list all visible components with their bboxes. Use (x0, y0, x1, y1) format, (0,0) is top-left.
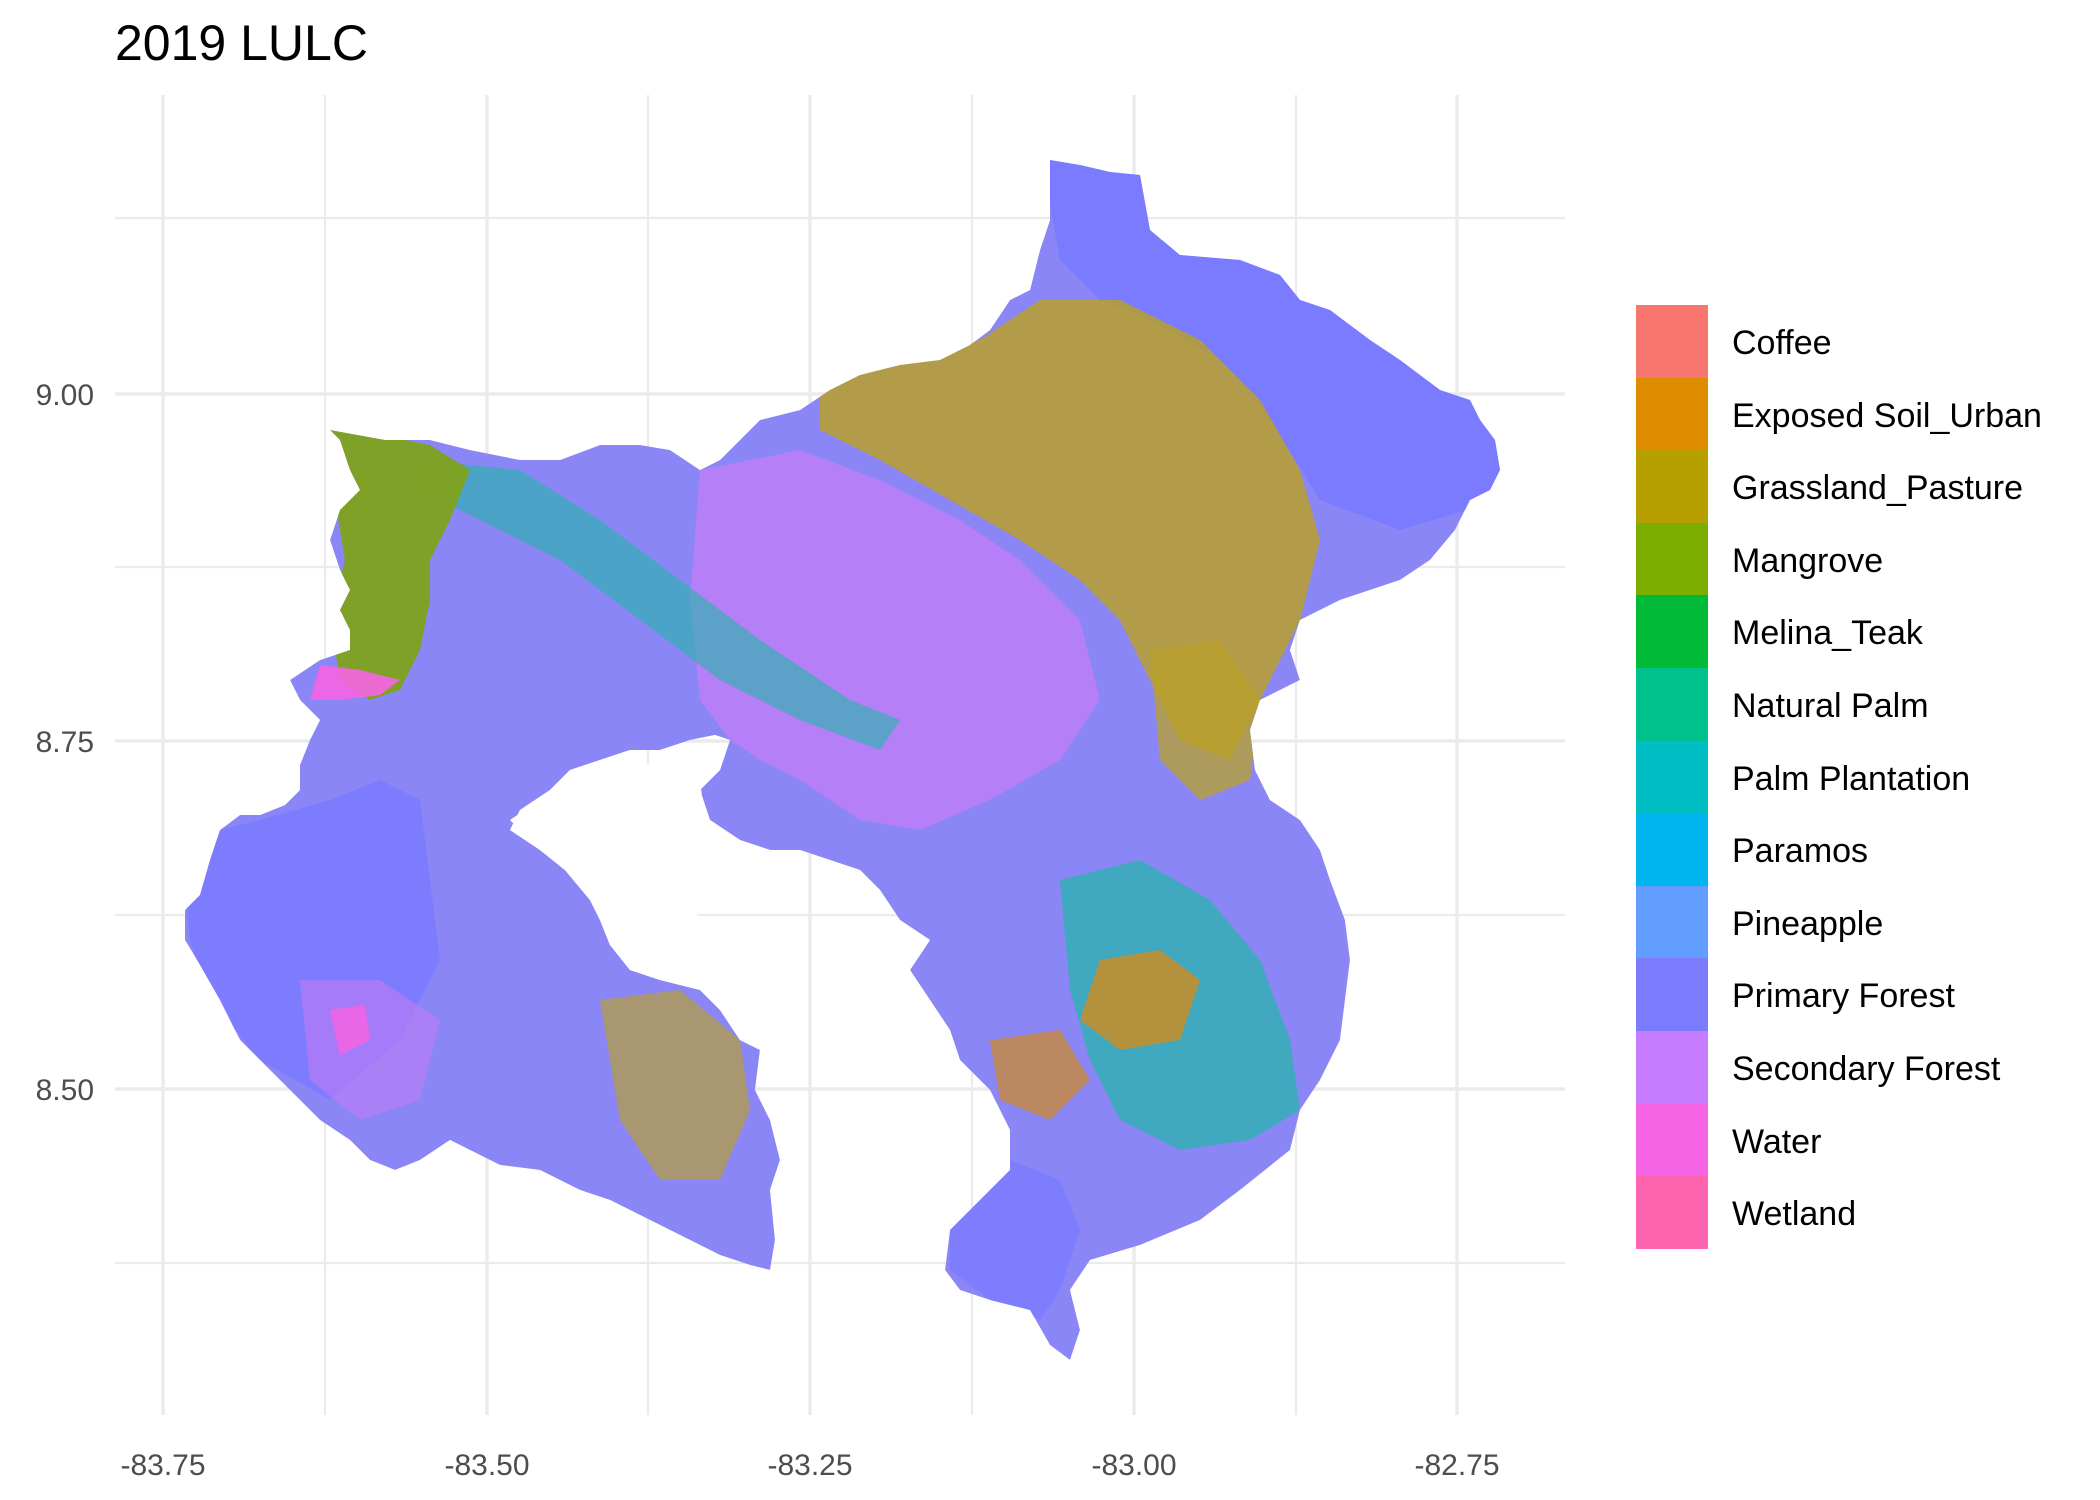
legend-label: Exposed Soil_Urban (1732, 396, 2042, 435)
x-tick-label: -83.75 (120, 1449, 205, 1482)
legend-label: Paramos (1732, 832, 1869, 871)
legend-label: Wetland (1732, 1195, 1857, 1234)
legend-key-swatch (1636, 305, 1708, 378)
y-tick-label: 8.75 (36, 726, 94, 759)
x-tick-label: -83.25 (767, 1449, 852, 1482)
legend-key-swatch (1636, 377, 1708, 451)
region-grassland-east (1150, 640, 1260, 800)
x-tick-label: -82.75 (1414, 1449, 1499, 1482)
legend-key-swatch (1636, 667, 1708, 741)
legend-key-swatch (1636, 595, 1708, 668)
y-tick-label: 8.50 (36, 1074, 94, 1107)
legend-key-swatch (1636, 885, 1708, 959)
region-wetland-coast (310, 665, 400, 700)
x-tick-label: -83.00 (1091, 1449, 1176, 1482)
axis-tick-labels-y: 9.00 8.75 8.50 (36, 379, 94, 1107)
region-water-south (330, 1005, 370, 1055)
legend-label: Pineapple (1732, 904, 1884, 943)
legend-label: Melina_Teak (1732, 614, 1923, 653)
legend-key-swatch (1636, 450, 1708, 523)
legend-label: Grassland_Pasture (1732, 469, 2024, 508)
region-north-primary-forest (1040, 160, 1500, 530)
legend-key-swatch (1636, 813, 1708, 886)
legend-label: Coffee (1732, 324, 1832, 362)
legend-label: Natural Palm (1732, 686, 1929, 725)
legend-key-swatch (1636, 522, 1708, 596)
region-mangrove-west (330, 430, 470, 700)
legend-label: Water (1732, 1122, 1822, 1161)
axis-tick-labels-x: -83.75 -83.50 -83.25 -83.00 -82.75 (120, 1449, 1499, 1482)
legend-key-swatch (1636, 958, 1708, 1031)
legend-key-swatch (1636, 1176, 1708, 1249)
legend-label: Palm Plantation (1732, 759, 1971, 798)
region-primary-forest-southeast (950, 1160, 1080, 1320)
region-grassland-osa (600, 990, 750, 1180)
legend-label: Primary Forest (1732, 977, 1955, 1016)
land-cover-map (185, 160, 1500, 1360)
legend-label: Mangrove (1732, 541, 1884, 580)
golfo-dulce-water-gap (510, 760, 770, 990)
region-exposed-soil-south-2 (990, 1030, 1090, 1120)
legend-key-swatch (1636, 740, 1708, 814)
region-secondary-forest-central (690, 450, 1100, 830)
x-tick-label: -83.50 (444, 1449, 529, 1482)
y-tick-label: 9.00 (36, 379, 94, 412)
plot-title: 2019 LULC (115, 15, 368, 71)
legend-label: Secondary Forest (1732, 1049, 2001, 1088)
legend-key-swatch (1636, 1103, 1708, 1177)
region-palm-plantation-band (420, 460, 900, 750)
region-exposed-soil-south (1080, 950, 1200, 1050)
legend-key-swatch (1636, 1030, 1708, 1104)
